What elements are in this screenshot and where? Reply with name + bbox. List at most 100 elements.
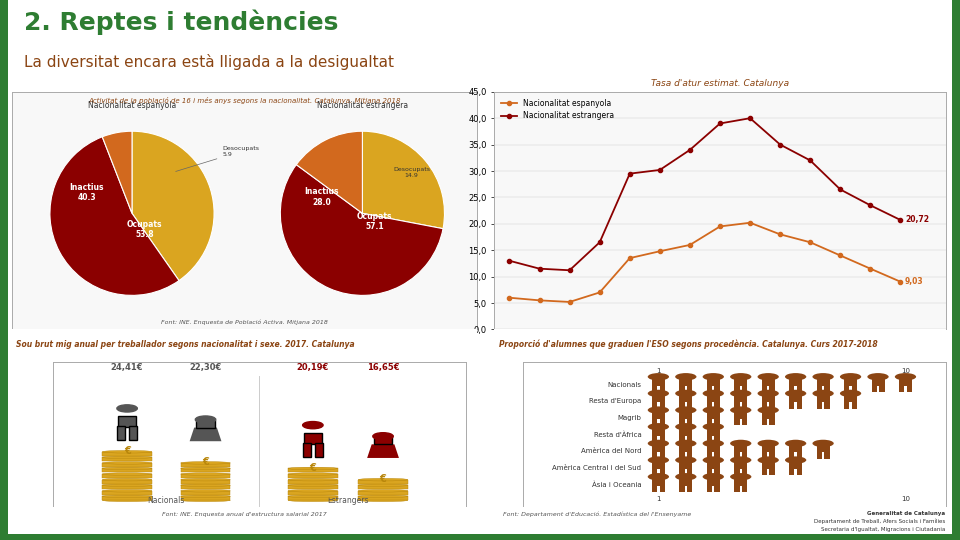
Ellipse shape [103,489,152,492]
Text: 1: 1 [656,368,660,374]
FancyBboxPatch shape [825,452,829,458]
FancyBboxPatch shape [680,395,692,402]
Circle shape [675,440,696,447]
Ellipse shape [288,478,338,481]
FancyBboxPatch shape [315,443,324,457]
FancyBboxPatch shape [652,462,665,469]
Text: 10: 10 [901,496,910,502]
Circle shape [703,373,724,380]
Ellipse shape [103,472,152,475]
FancyBboxPatch shape [707,395,720,402]
FancyBboxPatch shape [687,386,692,392]
Circle shape [840,373,861,380]
FancyBboxPatch shape [742,469,747,475]
FancyBboxPatch shape [680,379,692,386]
Circle shape [648,473,669,481]
FancyBboxPatch shape [103,474,152,478]
FancyBboxPatch shape [180,469,230,472]
FancyBboxPatch shape [825,386,829,392]
FancyBboxPatch shape [707,485,712,492]
FancyBboxPatch shape [652,485,658,492]
FancyBboxPatch shape [680,452,684,458]
Circle shape [785,440,806,447]
FancyBboxPatch shape [734,478,747,485]
FancyBboxPatch shape [761,469,767,475]
Circle shape [731,456,752,464]
FancyBboxPatch shape [652,418,658,425]
FancyBboxPatch shape [734,445,747,453]
FancyBboxPatch shape [288,496,338,500]
FancyBboxPatch shape [789,462,803,469]
Circle shape [757,456,779,464]
Wedge shape [362,131,444,228]
FancyBboxPatch shape [769,452,775,458]
FancyBboxPatch shape [358,491,408,495]
FancyBboxPatch shape [660,418,665,425]
FancyBboxPatch shape [714,402,720,409]
FancyBboxPatch shape [714,452,720,458]
Ellipse shape [103,499,152,502]
FancyBboxPatch shape [769,402,775,409]
FancyBboxPatch shape [680,402,684,409]
Text: 22,30€: 22,30€ [189,363,222,372]
FancyBboxPatch shape [180,485,230,489]
FancyBboxPatch shape [872,379,884,386]
FancyBboxPatch shape [714,386,720,392]
FancyBboxPatch shape [652,386,658,392]
Ellipse shape [180,495,230,498]
FancyBboxPatch shape [358,496,408,500]
Text: Activitat de la població de 16 i més anys segons la nacionalitat. Catalunya. Mit: Activitat de la població de 16 i més any… [88,97,400,104]
FancyBboxPatch shape [714,485,720,492]
Circle shape [648,407,669,414]
Circle shape [757,407,779,414]
Circle shape [785,456,806,464]
FancyBboxPatch shape [687,485,692,492]
Nacionalitat estrangera [684,147,696,153]
FancyBboxPatch shape [652,428,665,436]
Ellipse shape [358,495,408,498]
Circle shape [812,440,833,447]
FancyBboxPatch shape [652,411,665,419]
FancyBboxPatch shape [789,395,803,402]
Ellipse shape [103,478,152,481]
Circle shape [648,390,669,397]
Nacionalitat espanyola [895,279,906,285]
Circle shape [757,373,779,380]
Circle shape [648,373,669,380]
Ellipse shape [358,499,408,502]
FancyBboxPatch shape [734,411,747,419]
FancyBboxPatch shape [288,469,338,472]
Text: Magrib: Magrib [617,415,641,421]
Text: Inactius
28.0: Inactius 28.0 [304,187,339,207]
Circle shape [785,390,806,397]
Circle shape [675,390,696,397]
Nacionalitat estrangera [865,202,876,208]
Ellipse shape [180,499,230,502]
Text: 20,72: 20,72 [905,215,929,225]
Circle shape [703,423,724,430]
Circle shape [812,390,833,397]
Circle shape [195,416,216,423]
Circle shape [703,390,724,397]
FancyBboxPatch shape [707,445,720,453]
Text: Resta d'Europa: Resta d'Europa [589,399,641,404]
FancyBboxPatch shape [707,469,712,475]
Text: Proporció d'alumnes que graduen l'ESO segons procedència. Catalunya. Curs 2017-2: Proporció d'alumnes que graduen l'ESO se… [499,340,877,349]
Nacionalitat estrangera [775,141,786,148]
FancyBboxPatch shape [197,420,215,428]
Circle shape [703,473,724,481]
FancyBboxPatch shape [734,386,739,392]
FancyBboxPatch shape [789,379,803,386]
Ellipse shape [288,489,338,492]
FancyBboxPatch shape [680,435,684,442]
FancyBboxPatch shape [103,469,152,472]
Polygon shape [367,444,399,458]
Ellipse shape [288,495,338,498]
FancyBboxPatch shape [707,379,720,386]
FancyBboxPatch shape [707,462,720,469]
FancyBboxPatch shape [302,443,311,457]
FancyBboxPatch shape [714,418,720,425]
Text: Font: Departament d'Educació. Estadística del l'Ensenyament: Font: Departament d'Educació. Estadístic… [503,512,698,517]
Circle shape [840,390,861,397]
Circle shape [757,390,779,397]
